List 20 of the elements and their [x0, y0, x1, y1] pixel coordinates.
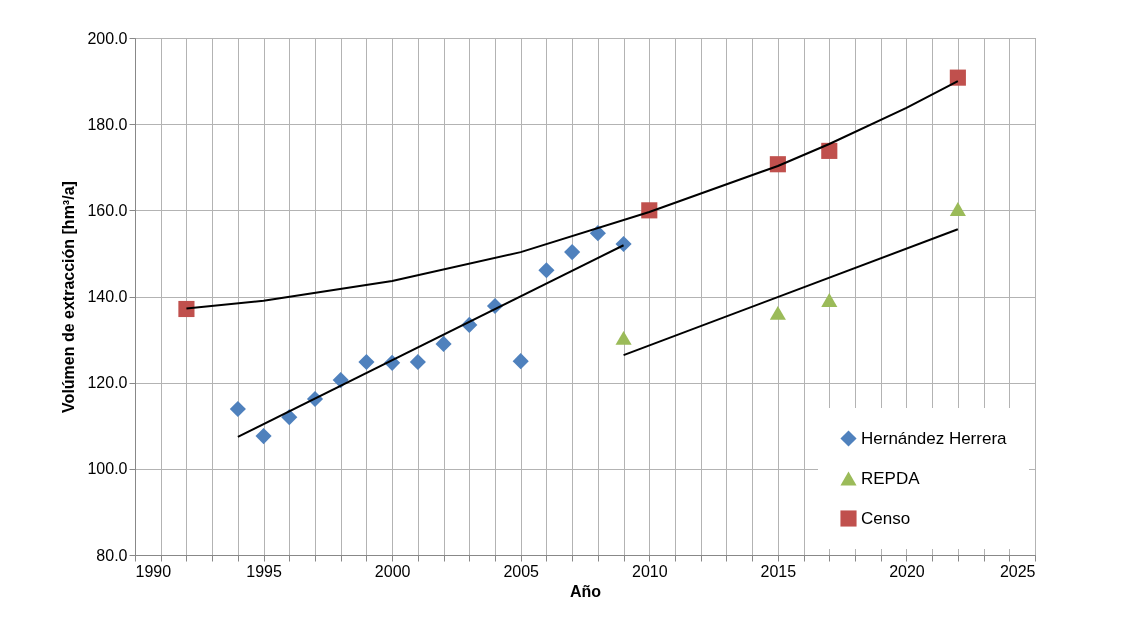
x-tick-label: 1990 — [135, 562, 172, 580]
legend-label: Censo — [861, 508, 911, 528]
y-tick-label: 80.0 — [96, 546, 128, 564]
y-tick-label: 160.0 — [87, 201, 128, 219]
y-tick-label: 200.0 — [87, 29, 128, 47]
legend-label: Hernández Herrera — [861, 428, 1008, 448]
x-tick-label: 2015 — [760, 562, 797, 580]
legend-label: REPDA — [861, 468, 921, 488]
y-tick-label: 120.0 — [87, 374, 128, 392]
y-tick-label: 100.0 — [87, 460, 128, 478]
y-tick-label: 180.0 — [87, 115, 128, 133]
y-axis-title: Volúmen de extracción [hm³/a] — [60, 181, 78, 413]
x-tick-label: 1995 — [246, 562, 282, 580]
x-tick-label: 2010 — [631, 562, 668, 580]
x-tick-label: 2005 — [503, 562, 540, 580]
x-tick-label: 2025 — [999, 562, 1036, 580]
x-axis-title: Año — [569, 582, 602, 600]
x-tick-label: 2000 — [374, 562, 411, 580]
y-tick-label: 140.0 — [87, 288, 128, 305]
x-tick-label: 2020 — [889, 562, 925, 580]
